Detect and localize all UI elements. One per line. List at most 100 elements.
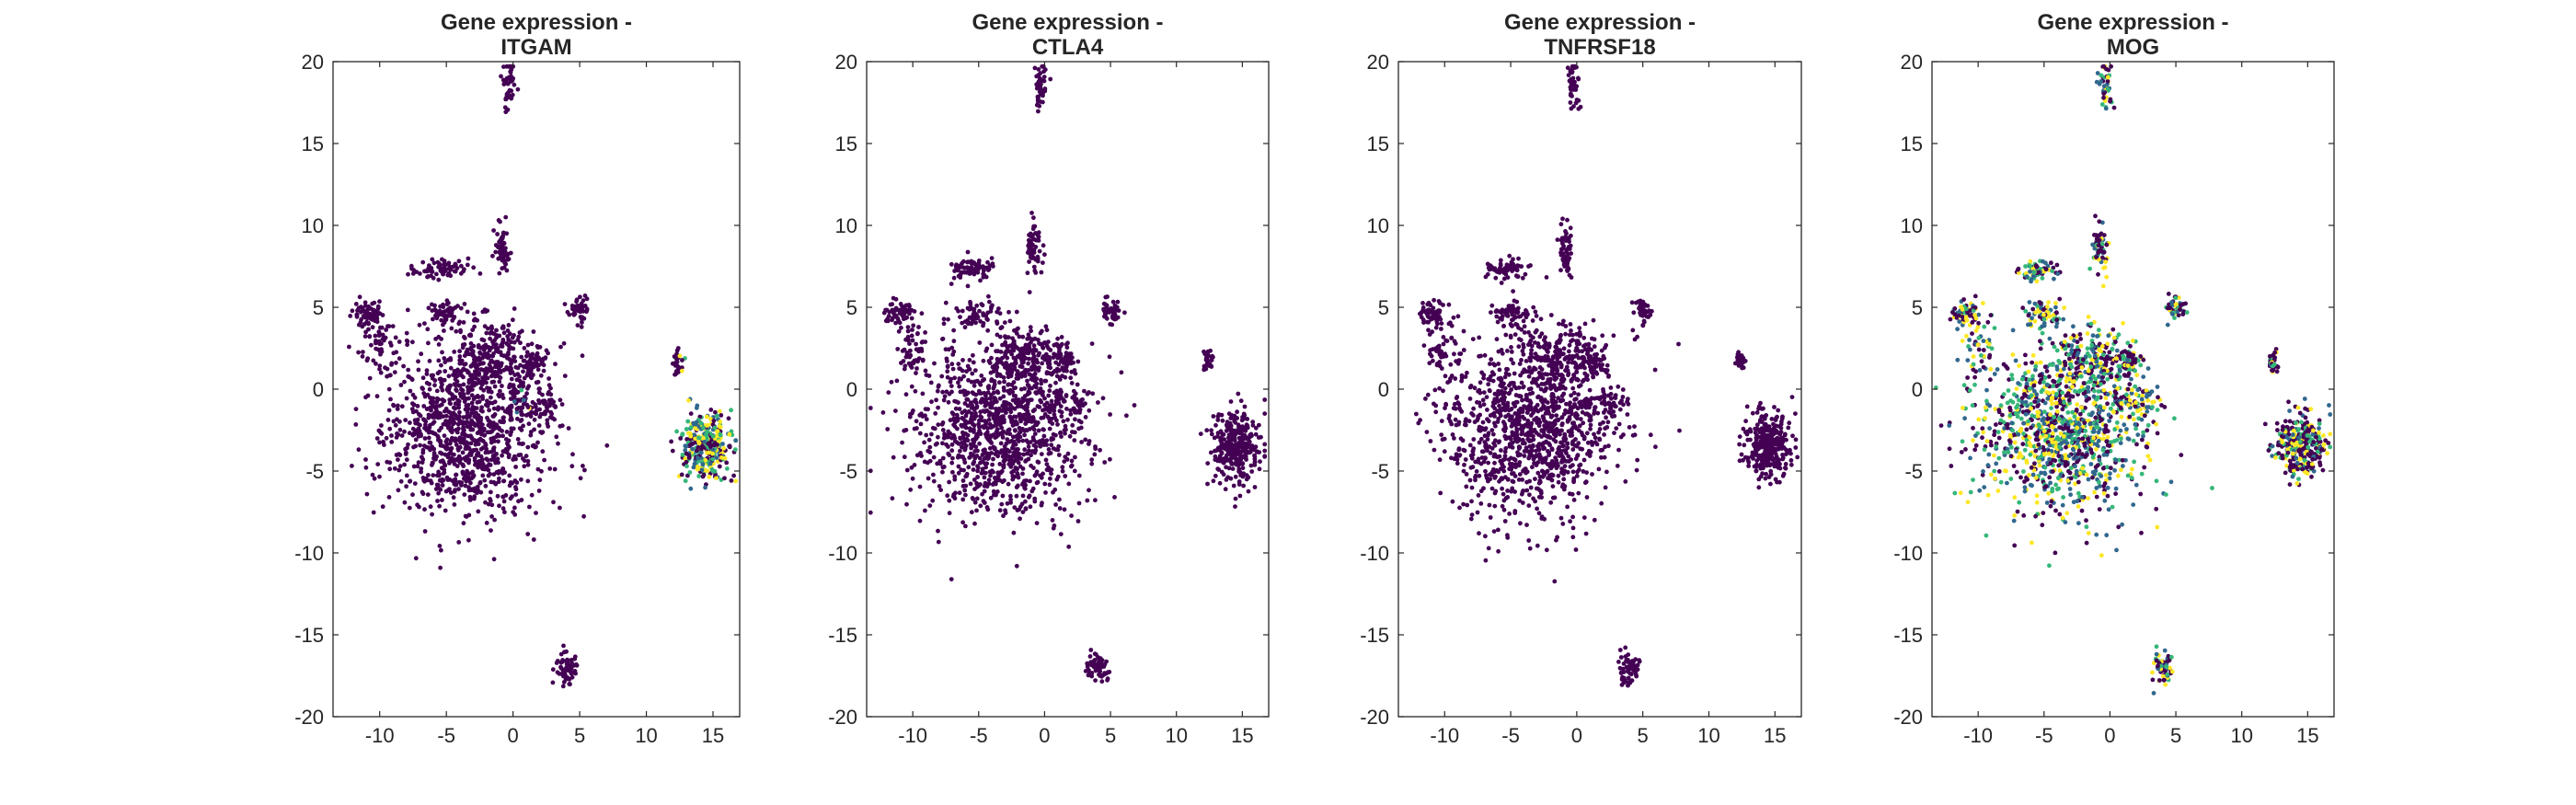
data-point <box>480 394 485 399</box>
data-point <box>1228 399 1234 404</box>
data-point <box>433 456 438 462</box>
data-point <box>971 307 976 312</box>
data-point <box>408 388 413 394</box>
data-point <box>1061 397 1066 403</box>
data-point <box>1039 475 1044 480</box>
data-point <box>450 306 455 312</box>
data-point <box>604 443 610 448</box>
data-point <box>970 496 975 500</box>
data-point <box>1057 497 1062 502</box>
data-point <box>523 363 528 369</box>
data-point <box>988 411 994 417</box>
data-point <box>503 214 509 220</box>
data-point <box>972 408 977 412</box>
data-point <box>511 317 515 323</box>
data-point <box>477 436 483 442</box>
data-point <box>998 408 1004 413</box>
data-point <box>1556 473 1561 478</box>
data-point <box>954 412 960 418</box>
data-point <box>543 409 548 414</box>
data-point <box>1048 76 1053 82</box>
data-point <box>1011 393 1017 398</box>
data-point <box>972 430 976 434</box>
data-point <box>378 370 384 375</box>
data-point <box>517 384 522 389</box>
data-point <box>1026 494 1031 500</box>
data-point <box>1007 414 1013 420</box>
data-point <box>900 349 905 353</box>
data-point <box>501 368 506 373</box>
data-point <box>440 350 444 355</box>
data-point <box>475 416 479 421</box>
data-point <box>995 389 1000 394</box>
data-point <box>1031 264 1037 270</box>
data-point <box>1652 367 1658 373</box>
data-point <box>1237 455 1243 460</box>
data-point <box>431 473 436 477</box>
data-point <box>1592 517 1597 523</box>
panel-3: Gene expression -TNFRSF18-10 -5 0 5 10 15-20-… <box>1360 10 1802 747</box>
data-point <box>988 309 994 314</box>
data-point <box>1041 427 1046 432</box>
data-point <box>517 378 523 384</box>
data-point <box>1059 434 1064 439</box>
data-point <box>981 323 985 328</box>
data-point <box>1018 434 1023 440</box>
data-point <box>377 366 382 372</box>
data-point <box>1097 658 1102 663</box>
data-point <box>1228 416 1234 420</box>
data-point <box>722 455 728 461</box>
data-point <box>1085 498 1090 503</box>
data-point <box>470 328 476 332</box>
data-point <box>486 501 491 507</box>
data-point <box>478 489 484 495</box>
data-point <box>495 456 500 462</box>
data-point <box>482 353 487 358</box>
data-point <box>459 358 465 363</box>
data-point <box>456 487 461 491</box>
data-point <box>572 669 578 673</box>
data-point <box>454 328 459 334</box>
data-point <box>1019 501 1025 507</box>
data-point <box>534 511 538 515</box>
data-point <box>1066 481 1072 487</box>
data-point <box>690 446 695 452</box>
data-point <box>1040 341 1045 347</box>
data-point <box>1041 389 1045 395</box>
data-point <box>436 490 441 496</box>
data-point <box>1041 75 1047 79</box>
data-point <box>945 493 950 499</box>
data-point <box>1069 360 1075 365</box>
data-point <box>419 351 424 357</box>
data-point <box>963 424 968 430</box>
data-point <box>525 342 531 348</box>
data-point <box>693 421 698 427</box>
data-point <box>558 397 563 403</box>
data-point <box>374 436 380 441</box>
data-point <box>550 680 556 685</box>
data-point <box>519 354 524 360</box>
data-point <box>465 420 469 424</box>
data-point <box>449 326 454 331</box>
data-point <box>1041 354 1046 359</box>
data-point <box>684 464 689 469</box>
data-point <box>484 330 489 336</box>
data-point <box>731 473 736 478</box>
data-point <box>685 473 690 478</box>
data-point <box>977 428 982 433</box>
data-point <box>1006 388 1010 394</box>
data-point <box>722 476 727 481</box>
data-point <box>919 311 925 316</box>
data-point <box>1085 664 1090 670</box>
data-point <box>929 399 934 405</box>
data-point <box>1501 420 1506 425</box>
data-point <box>516 453 522 458</box>
data-point <box>433 487 439 491</box>
data-point <box>927 503 933 508</box>
data-point <box>370 316 375 321</box>
data-point <box>463 513 468 519</box>
data-point <box>1042 412 1048 417</box>
data-point <box>512 399 517 404</box>
data-point <box>432 307 438 312</box>
data-point <box>908 411 913 417</box>
